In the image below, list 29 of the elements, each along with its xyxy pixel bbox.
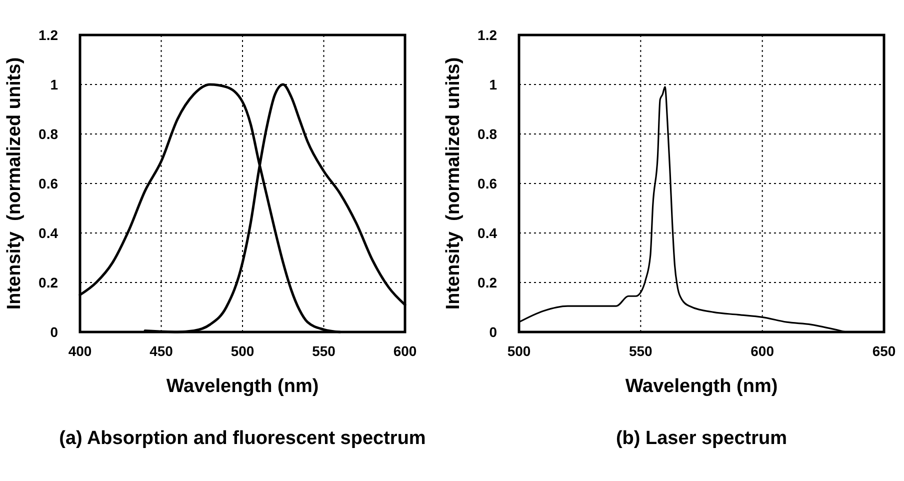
x-tick-label: 600 [393,343,417,359]
y-tick-label: 1 [489,76,498,92]
x-tick-label: 400 [68,343,92,359]
y-tick-label: 0 [50,324,58,340]
y-tick-label: 0.2 [478,274,498,290]
y-axis-title: Intensity (normalized units) [443,57,464,310]
x-tick-label: 550 [312,343,336,359]
y-tick-label: 1.2 [478,27,498,43]
y-tick-label: 0.8 [478,126,498,142]
y-tick-label: 0.4 [38,225,58,241]
x-tick-label: 650 [872,343,896,359]
y-tick-label: 1 [50,76,58,92]
y-tick-label: 0.2 [38,274,58,290]
text: (a) Absorption and fluorescent spectrum [59,428,426,449]
x-tick-label: 450 [150,343,174,359]
y-tick-label: 0 [489,324,498,340]
x-tick-label: 550 [628,343,653,359]
x-axis-title: Wavelength (nm) [625,376,778,397]
y-tick-label: 0.6 [478,176,498,192]
x-tick-label: 500 [230,343,254,359]
y-tick-label: 0.4 [478,225,498,241]
y-tick-label: 0.8 [38,126,58,142]
y-tick-label: 1.2 [38,27,58,43]
y-axis-title: Intensity (normalized units) [4,57,25,310]
y-tick-label: 0.6 [38,176,58,192]
x-axis-title: Wavelength (nm) [166,376,319,397]
text: (b) Laser spectrum [616,428,788,449]
x-tick-label: 500 [507,343,531,359]
x-tick-label: 600 [750,343,774,359]
